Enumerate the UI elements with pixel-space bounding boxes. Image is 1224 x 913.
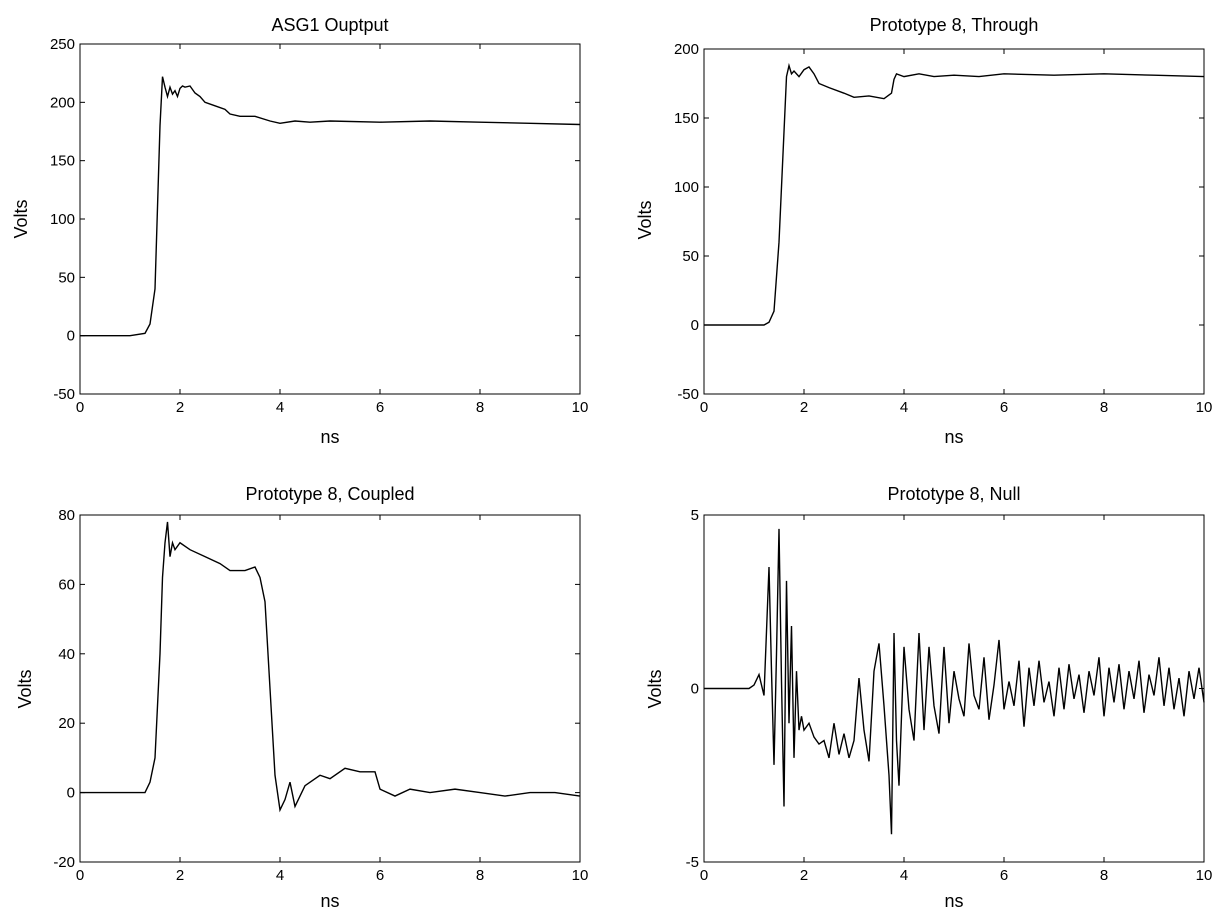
x-tick-label: 0 — [76, 399, 84, 416]
y-tick-label: 50 — [682, 248, 699, 265]
y-tick-label: 60 — [58, 576, 75, 593]
subplot-through: Prototype 8, Through 0 2 4 6 8 10-50050100150… — [635, 15, 1212, 447]
chart-title: ASG1 Ouptput — [271, 15, 388, 35]
axis-ticks: 0 2 4 6 8 10-505 — [686, 507, 1213, 884]
y-tick-label: 5 — [691, 507, 699, 524]
y-axis-label: Volts — [11, 199, 31, 238]
y-axis-label: Volts — [645, 669, 665, 708]
x-tick-label: 6 — [1000, 867, 1008, 884]
x-tick-label: 2 — [800, 867, 808, 884]
y-tick-label: 200 — [674, 41, 699, 58]
y-tick-label: 0 — [691, 681, 699, 698]
y-tick-label: 100 — [50, 211, 75, 228]
x-axis-label: ns — [320, 427, 339, 447]
y-tick-label: 80 — [58, 507, 75, 524]
x-tick-label: 0 — [76, 867, 84, 884]
x-tick-label: 6 — [1000, 399, 1008, 416]
y-tick-label: -5 — [686, 854, 699, 871]
y-tick-label: 20 — [58, 715, 75, 732]
series-line — [704, 62, 1205, 326]
subplot-null: Prototype 8, Null 0 2 4 6 8 10-505 ns Volts — [645, 484, 1212, 911]
y-tick-label: 100 — [674, 179, 699, 196]
plot-frame — [79, 514, 581, 863]
y-tick-label: 150 — [50, 153, 75, 170]
y-tick-label: -50 — [677, 386, 699, 403]
x-tick-label: 2 — [176, 399, 184, 416]
x-tick-label: 4 — [900, 399, 908, 416]
x-tick-label: 10 — [572, 399, 589, 416]
y-tick-label: 50 — [58, 269, 75, 286]
x-axis-label: ns — [944, 427, 963, 447]
y-tick-label: -20 — [53, 854, 75, 871]
x-tick-label: 8 — [476, 399, 484, 416]
subplot-coupled: Prototype 8, Coupled 0 2 4 6 8 10-20020406080… — [15, 484, 588, 911]
x-tick-label: 4 — [900, 867, 908, 884]
series-line — [80, 76, 581, 337]
x-tick-label: 10 — [572, 867, 589, 884]
y-tick-label: 150 — [674, 110, 699, 127]
y-tick-label: 250 — [50, 36, 75, 53]
x-tick-label: 0 — [700, 867, 708, 884]
y-tick-label: 40 — [58, 646, 75, 663]
y-tick-label: 0 — [67, 785, 75, 802]
chart-title: Prototype 8, Coupled — [245, 484, 414, 504]
x-tick-label: 0 — [700, 399, 708, 416]
x-tick-label: 8 — [1100, 867, 1108, 884]
x-tick-label: 8 — [476, 867, 484, 884]
x-tick-label: 8 — [1100, 399, 1108, 416]
y-tick-label: 0 — [691, 317, 699, 334]
series-line — [704, 528, 1205, 835]
x-tick-label: 2 — [800, 399, 808, 416]
chart-title: Prototype 8, Null — [887, 484, 1020, 504]
x-axis-label: ns — [320, 891, 339, 911]
y-tick-label: 0 — [67, 328, 75, 345]
series-line — [80, 521, 581, 813]
x-axis-label: ns — [944, 891, 963, 911]
y-axis-label: Volts — [15, 669, 35, 708]
plot-frame — [79, 43, 581, 395]
plot-frame — [703, 514, 1205, 863]
x-tick-label: 6 — [376, 867, 384, 884]
x-tick-label: 10 — [1196, 399, 1213, 416]
y-tick-label: 200 — [50, 94, 75, 111]
x-tick-label: 6 — [376, 399, 384, 416]
x-tick-label: 2 — [176, 867, 184, 884]
y-axis-label: Volts — [635, 200, 655, 239]
chart-title: Prototype 8, Through — [870, 15, 1039, 35]
x-tick-label: 10 — [1196, 867, 1213, 884]
x-tick-label: 4 — [276, 867, 284, 884]
x-tick-label: 4 — [276, 399, 284, 416]
y-tick-label: -50 — [53, 386, 75, 403]
plot-frame — [703, 48, 1205, 395]
